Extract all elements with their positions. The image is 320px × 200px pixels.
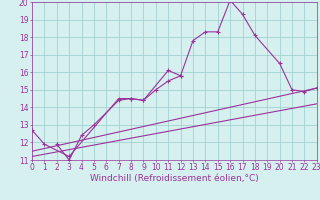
X-axis label: Windchill (Refroidissement éolien,°C): Windchill (Refroidissement éolien,°C): [90, 174, 259, 183]
